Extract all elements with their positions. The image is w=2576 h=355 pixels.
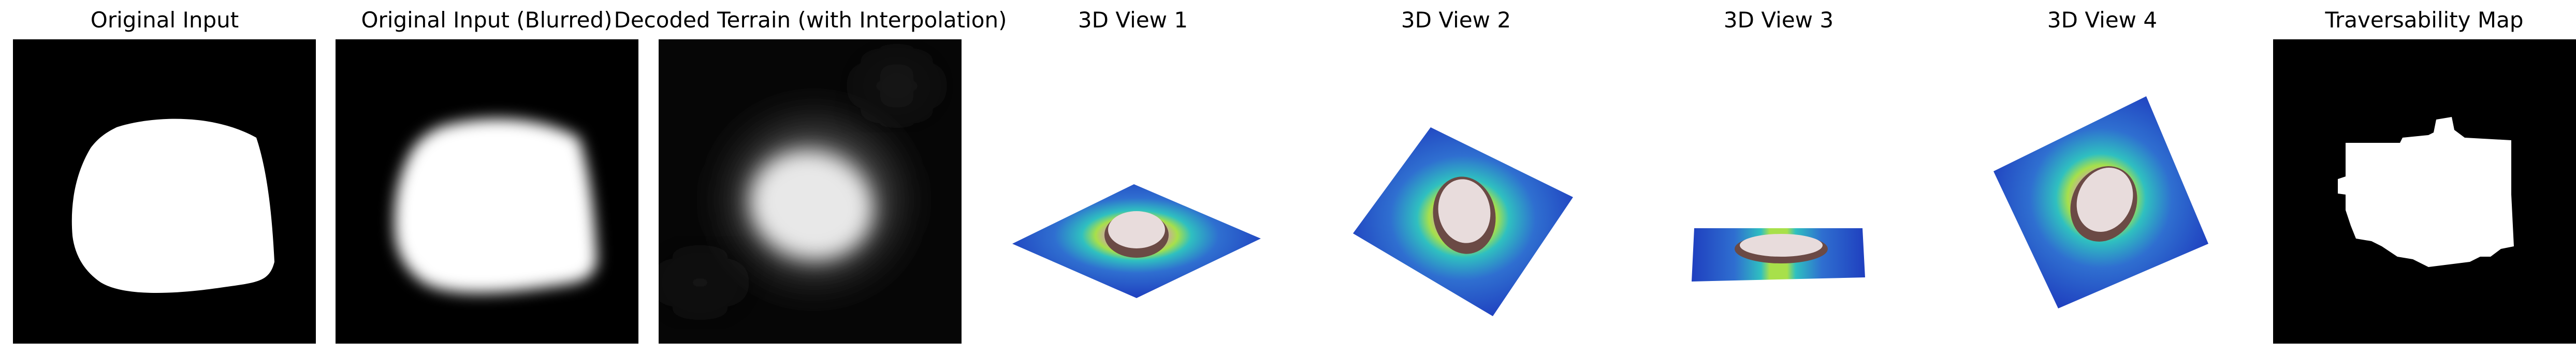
panel-title-3d-view-1: 3D View 1 bbox=[1078, 7, 1188, 33]
panel-title-3d-view-3: 3D View 3 bbox=[1723, 7, 1834, 33]
decoded-terrain-image bbox=[659, 39, 962, 344]
panel-title-3d-view-2: 3D View 2 bbox=[1401, 7, 1511, 33]
panel-title-traversability-map: Traversability Map bbox=[2325, 7, 2524, 33]
original-input-blurred-image bbox=[336, 39, 638, 344]
panel-title-3d-view-4: 3D View 4 bbox=[2047, 7, 2158, 33]
panel-title-decoded-terrain: Decoded Terrain (with Interpolation) bbox=[614, 7, 1007, 33]
panel-title-original-input-blurred: Original Input (Blurred) bbox=[361, 7, 613, 33]
traversability-map-image bbox=[2273, 39, 2576, 344]
3d-view-1-surface bbox=[981, 39, 1284, 344]
panel-title-original-input: Original Input bbox=[90, 7, 239, 33]
3d-view-2-surface bbox=[1304, 39, 1607, 344]
original-input-image bbox=[13, 39, 316, 344]
3d-view-4-surface bbox=[1949, 39, 2252, 344]
3d-view-3-surface bbox=[1627, 39, 1930, 344]
